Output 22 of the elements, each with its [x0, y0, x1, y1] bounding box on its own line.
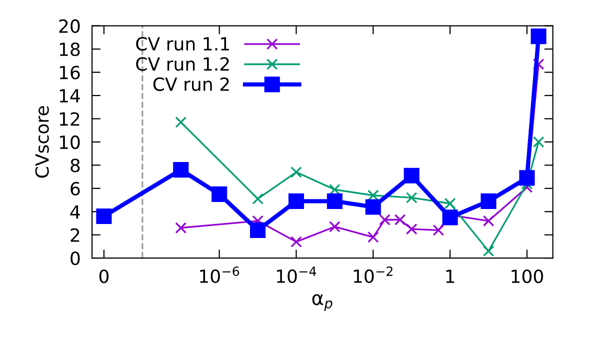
legend-label: CV run 1.1 [136, 36, 229, 51]
legend-label: CV run 2 [153, 77, 229, 92]
y-tick-label: 16 [60, 66, 80, 80]
x-tick-label: 10$^{−2}$ [354, 266, 392, 284]
x-tick-label: 10$^{−6}$ [200, 266, 240, 284]
y-tick-label: 6 [70, 182, 80, 196]
y-tick-label: 20 [59, 19, 80, 33]
y-tick-label: 12 [60, 112, 80, 126]
y-axis-title: CVscore [35, 106, 49, 178]
y-tick-label: 4 [70, 205, 80, 218]
x-tick-label: 10$^{−4}$ [277, 266, 316, 284]
x-tick-label: 1 [446, 270, 454, 283]
x-tick-label: 100 [512, 269, 544, 284]
y-tick-label: 0 [70, 252, 80, 266]
legend-label: CV run 1.2 [136, 57, 229, 71]
x-tick-label: 0 [99, 269, 108, 284]
y-tick-label: 10 [60, 135, 80, 150]
y-tick-label: 14 [60, 89, 80, 102]
y-tick-label: 8 [70, 158, 80, 172]
y-tick-label: 18 [60, 42, 80, 56]
y-tick-label: 2 [70, 228, 80, 242]
x-axis-title: α$_{p}$ [312, 294, 332, 311]
